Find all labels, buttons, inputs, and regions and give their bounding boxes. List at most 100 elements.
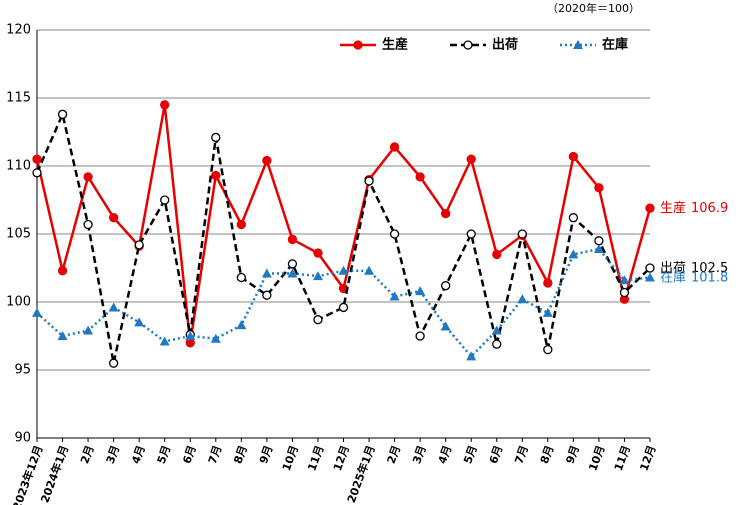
data-point [568,213,579,223]
data-point [32,307,42,317]
x-tick-label: 7月 [206,444,225,466]
data-point [568,151,579,162]
data-point [543,344,553,355]
data-point [83,219,93,230]
data-point [594,236,604,246]
data-point [441,281,451,291]
x-tick-label: 4月 [129,444,148,466]
legend-label: 在庫 [602,37,628,53]
data-point [32,168,42,178]
data-point [389,291,400,301]
x-tick-label: 7月 [512,444,531,466]
data-point [57,266,68,276]
data-point [466,351,477,361]
data-point [57,109,68,119]
data-point [287,259,298,269]
x-tick-label: 5月 [155,444,174,466]
end-label-value: 101.8 [691,270,728,285]
legend-label: 生産 [382,37,408,53]
x-tick-label: 2月 [385,444,404,466]
data-point [492,249,502,260]
data-point [593,243,604,253]
data-point [619,287,630,298]
data-point [313,315,323,325]
x-tick-label: 12月 [637,444,658,473]
x-tick-label: 3月 [104,444,123,466]
data-point [185,331,196,340]
end-label-name: 生産 [660,200,686,216]
legend-label: 出荷 [492,37,518,53]
end-label-name: 在庫 [660,270,686,285]
data-point [287,234,298,245]
data-point [389,229,400,239]
data-point [517,229,527,239]
legend-marker [353,40,363,50]
x-tick-label: 6月 [180,444,199,466]
x-tick-label: 10月 [586,444,607,473]
legend-marker [463,40,473,50]
data-point [57,331,68,340]
data-point [160,100,170,110]
data-point [364,265,375,275]
data-point [466,154,476,164]
data-point [32,154,42,164]
end-label: 在庫 101.8 [660,270,728,285]
data-point [389,142,400,152]
y-tick-label: 90 [14,431,31,446]
data-point [83,325,94,335]
x-tick-label: 9月 [563,444,582,466]
x-tick-label: 6月 [487,444,506,466]
data-point [108,302,119,312]
data-point [415,331,425,341]
series [32,243,655,361]
data-point [210,333,221,343]
data-point [543,278,553,288]
data-point [262,290,272,300]
x-tick-label: 3月 [410,444,429,466]
data-point [134,317,145,327]
end-label-value: 106.9 [691,201,728,216]
data-point [645,272,655,282]
data-point [619,275,630,285]
data-point [313,248,323,258]
chart-subtitle: （2020年＝100） [547,1,640,15]
data-point [594,183,604,193]
y-tick-label: 100 [6,295,31,310]
data-point [338,302,349,313]
data-point [261,268,272,278]
data-point [262,155,272,166]
data-point [491,325,502,335]
series-line [35,110,651,364]
data-point [517,294,528,304]
y-tick-label: 110 [6,159,31,174]
data-point [645,203,655,213]
data-point [211,170,221,181]
x-tick-label: 11月 [612,444,633,473]
data-point [108,358,119,368]
data-point [236,320,247,330]
data-point [415,286,426,296]
end-label-value: 102.5 [691,261,728,276]
x-tick-label: 8月 [231,444,250,466]
data-point [645,263,655,273]
data-point [134,240,144,250]
y-tick-label: 95 [14,363,31,378]
x-tick-label: 4月 [436,444,455,466]
data-point [492,339,502,349]
series [32,109,655,368]
data-point [568,249,579,259]
data-point [83,172,93,182]
end-label: 生産 106.9 [660,200,728,216]
x-tick-label: 8月 [538,444,557,466]
y-tick-label: 120 [6,23,31,38]
data-point [287,268,298,278]
end-label-name: 出荷 [660,261,686,276]
data-point [364,176,374,186]
data-point [542,307,553,317]
x-tick-label: 5月 [461,444,480,466]
x-tick-label: 2月 [78,444,97,466]
data-point [338,265,349,275]
data-point [236,219,246,230]
data-point [211,132,221,143]
